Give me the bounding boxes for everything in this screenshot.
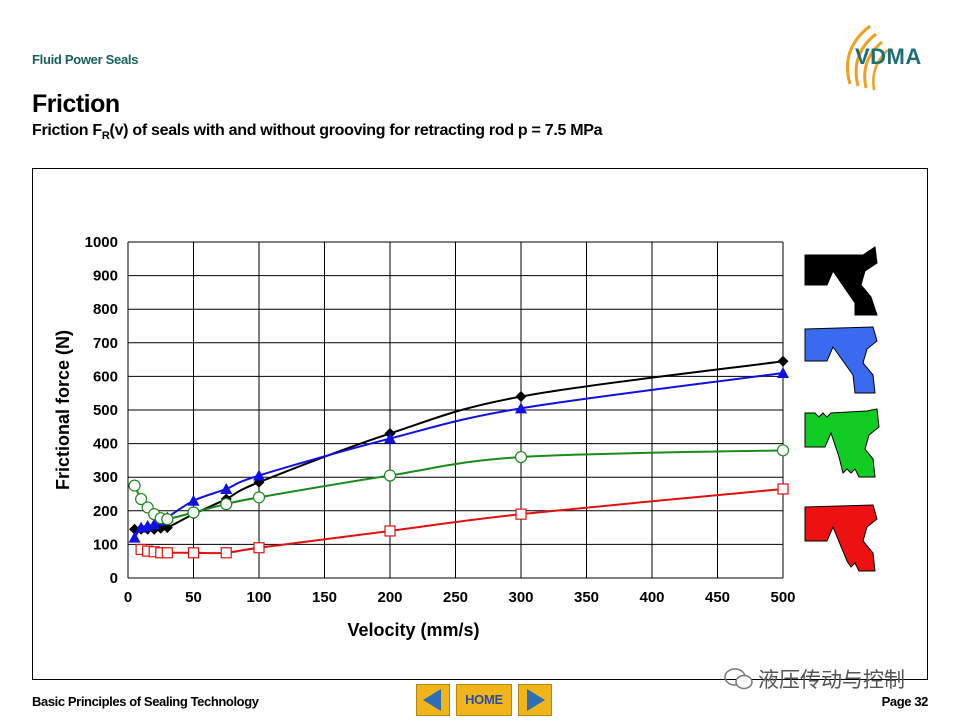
logo-arcs (846, 24, 889, 91)
chart-frame: 0 50 100 150 200 250 300 350 400 450 500 0 100 200 300… (32, 168, 928, 680)
section-title: Fluid Power Seals (32, 52, 139, 67)
y-tick-label: 500 (93, 402, 118, 419)
x-tick-label: 150 (312, 589, 337, 606)
data-point-triangle (128, 531, 141, 543)
x-axis-label: Velocity (mm/s) (347, 620, 479, 640)
data-point-circle (187, 506, 200, 519)
home-button[interactable]: HOME (456, 684, 512, 716)
x-tick-label: 100 (246, 589, 271, 606)
x-tick-label: 300 (508, 589, 533, 606)
watermark-text: 液压传动与控制 (758, 668, 905, 692)
data-point-diamond (161, 522, 173, 534)
data-point-diamond (129, 523, 141, 535)
y-tick-label: 400 (93, 436, 118, 453)
subtitle-suffix: (v) of seals with and without grooving f… (109, 122, 603, 139)
data-point-circle (220, 497, 233, 511)
y-tick-label: 100 (93, 536, 118, 553)
y-tick-label: 700 (93, 335, 118, 352)
data-point-triangle (187, 494, 200, 506)
data-point-circle (128, 479, 141, 492)
seal-profile-black (804, 246, 878, 316)
data-point-triangle (777, 367, 789, 379)
y-tick-label: 800 (93, 301, 118, 318)
arrow-left-icon (423, 689, 441, 711)
data-point-circle (514, 450, 528, 464)
data-point-triangle (253, 469, 265, 481)
data-point-circle (161, 513, 174, 526)
data-point-circle (252, 491, 266, 504)
data-point-diamond (155, 522, 167, 534)
next-page-button[interactable] (518, 684, 552, 716)
x-tick-label: 250 (443, 589, 468, 606)
subtitle-subscript: R (101, 130, 110, 143)
y-tick-label: 1000 (85, 234, 118, 251)
data-point-square (515, 508, 527, 520)
subtitle-prefix: Friction F (32, 122, 102, 139)
data-point-circle (776, 444, 790, 457)
data-point-triangle (220, 482, 233, 494)
y-tick-label: 0 (110, 570, 118, 587)
wechat-icon (724, 668, 753, 690)
data-point-circle (383, 469, 397, 482)
y-axis-label: Frictional force (N) (53, 330, 73, 490)
friction-chart: 0 50 100 150 200 250 300 350 400 450 500 0 100 200 300… (53, 234, 796, 640)
seal-profile-blue (804, 326, 878, 394)
data-point-square (220, 547, 232, 559)
seal-profile-red (804, 504, 878, 572)
footer-course-title: Basic Principles of Sealing Technology (32, 694, 259, 709)
seal-profile-green (804, 408, 880, 478)
x-tick-label: 200 (377, 589, 402, 606)
data-point-diamond (777, 355, 789, 367)
data-point-triangle (384, 432, 396, 444)
x-tick-label: 0 (124, 589, 132, 606)
data-point-square (161, 547, 173, 559)
data-point-square (384, 525, 396, 537)
y-tick-label: 200 (93, 503, 118, 520)
x-tick-label: 400 (639, 589, 664, 606)
x-tick-label: 50 (185, 589, 202, 606)
x-tick-label: 450 (705, 589, 730, 606)
data-point-diamond (515, 391, 527, 403)
page-title: Friction (32, 90, 120, 118)
y-tick-label: 600 (93, 368, 118, 385)
previous-page-button[interactable] (416, 684, 450, 716)
data-point-triangle (515, 402, 527, 414)
page-number: Page 32 (881, 694, 929, 709)
arrow-right-icon (527, 689, 545, 711)
data-point-square (253, 542, 265, 554)
logo-text: VDMA (855, 44, 922, 69)
data-point-square (777, 483, 789, 495)
x-tick-label: 350 (574, 589, 599, 606)
y-tick-label: 300 (93, 469, 118, 486)
data-point-circle (134, 492, 148, 506)
y-tick-label: 900 (93, 268, 118, 285)
page-subtitle: Friction FR(v) of seals with and without… (32, 122, 603, 143)
x-tick-label: 500 (770, 589, 795, 606)
data-point-triangle (148, 518, 161, 530)
data-point-square (187, 547, 200, 559)
